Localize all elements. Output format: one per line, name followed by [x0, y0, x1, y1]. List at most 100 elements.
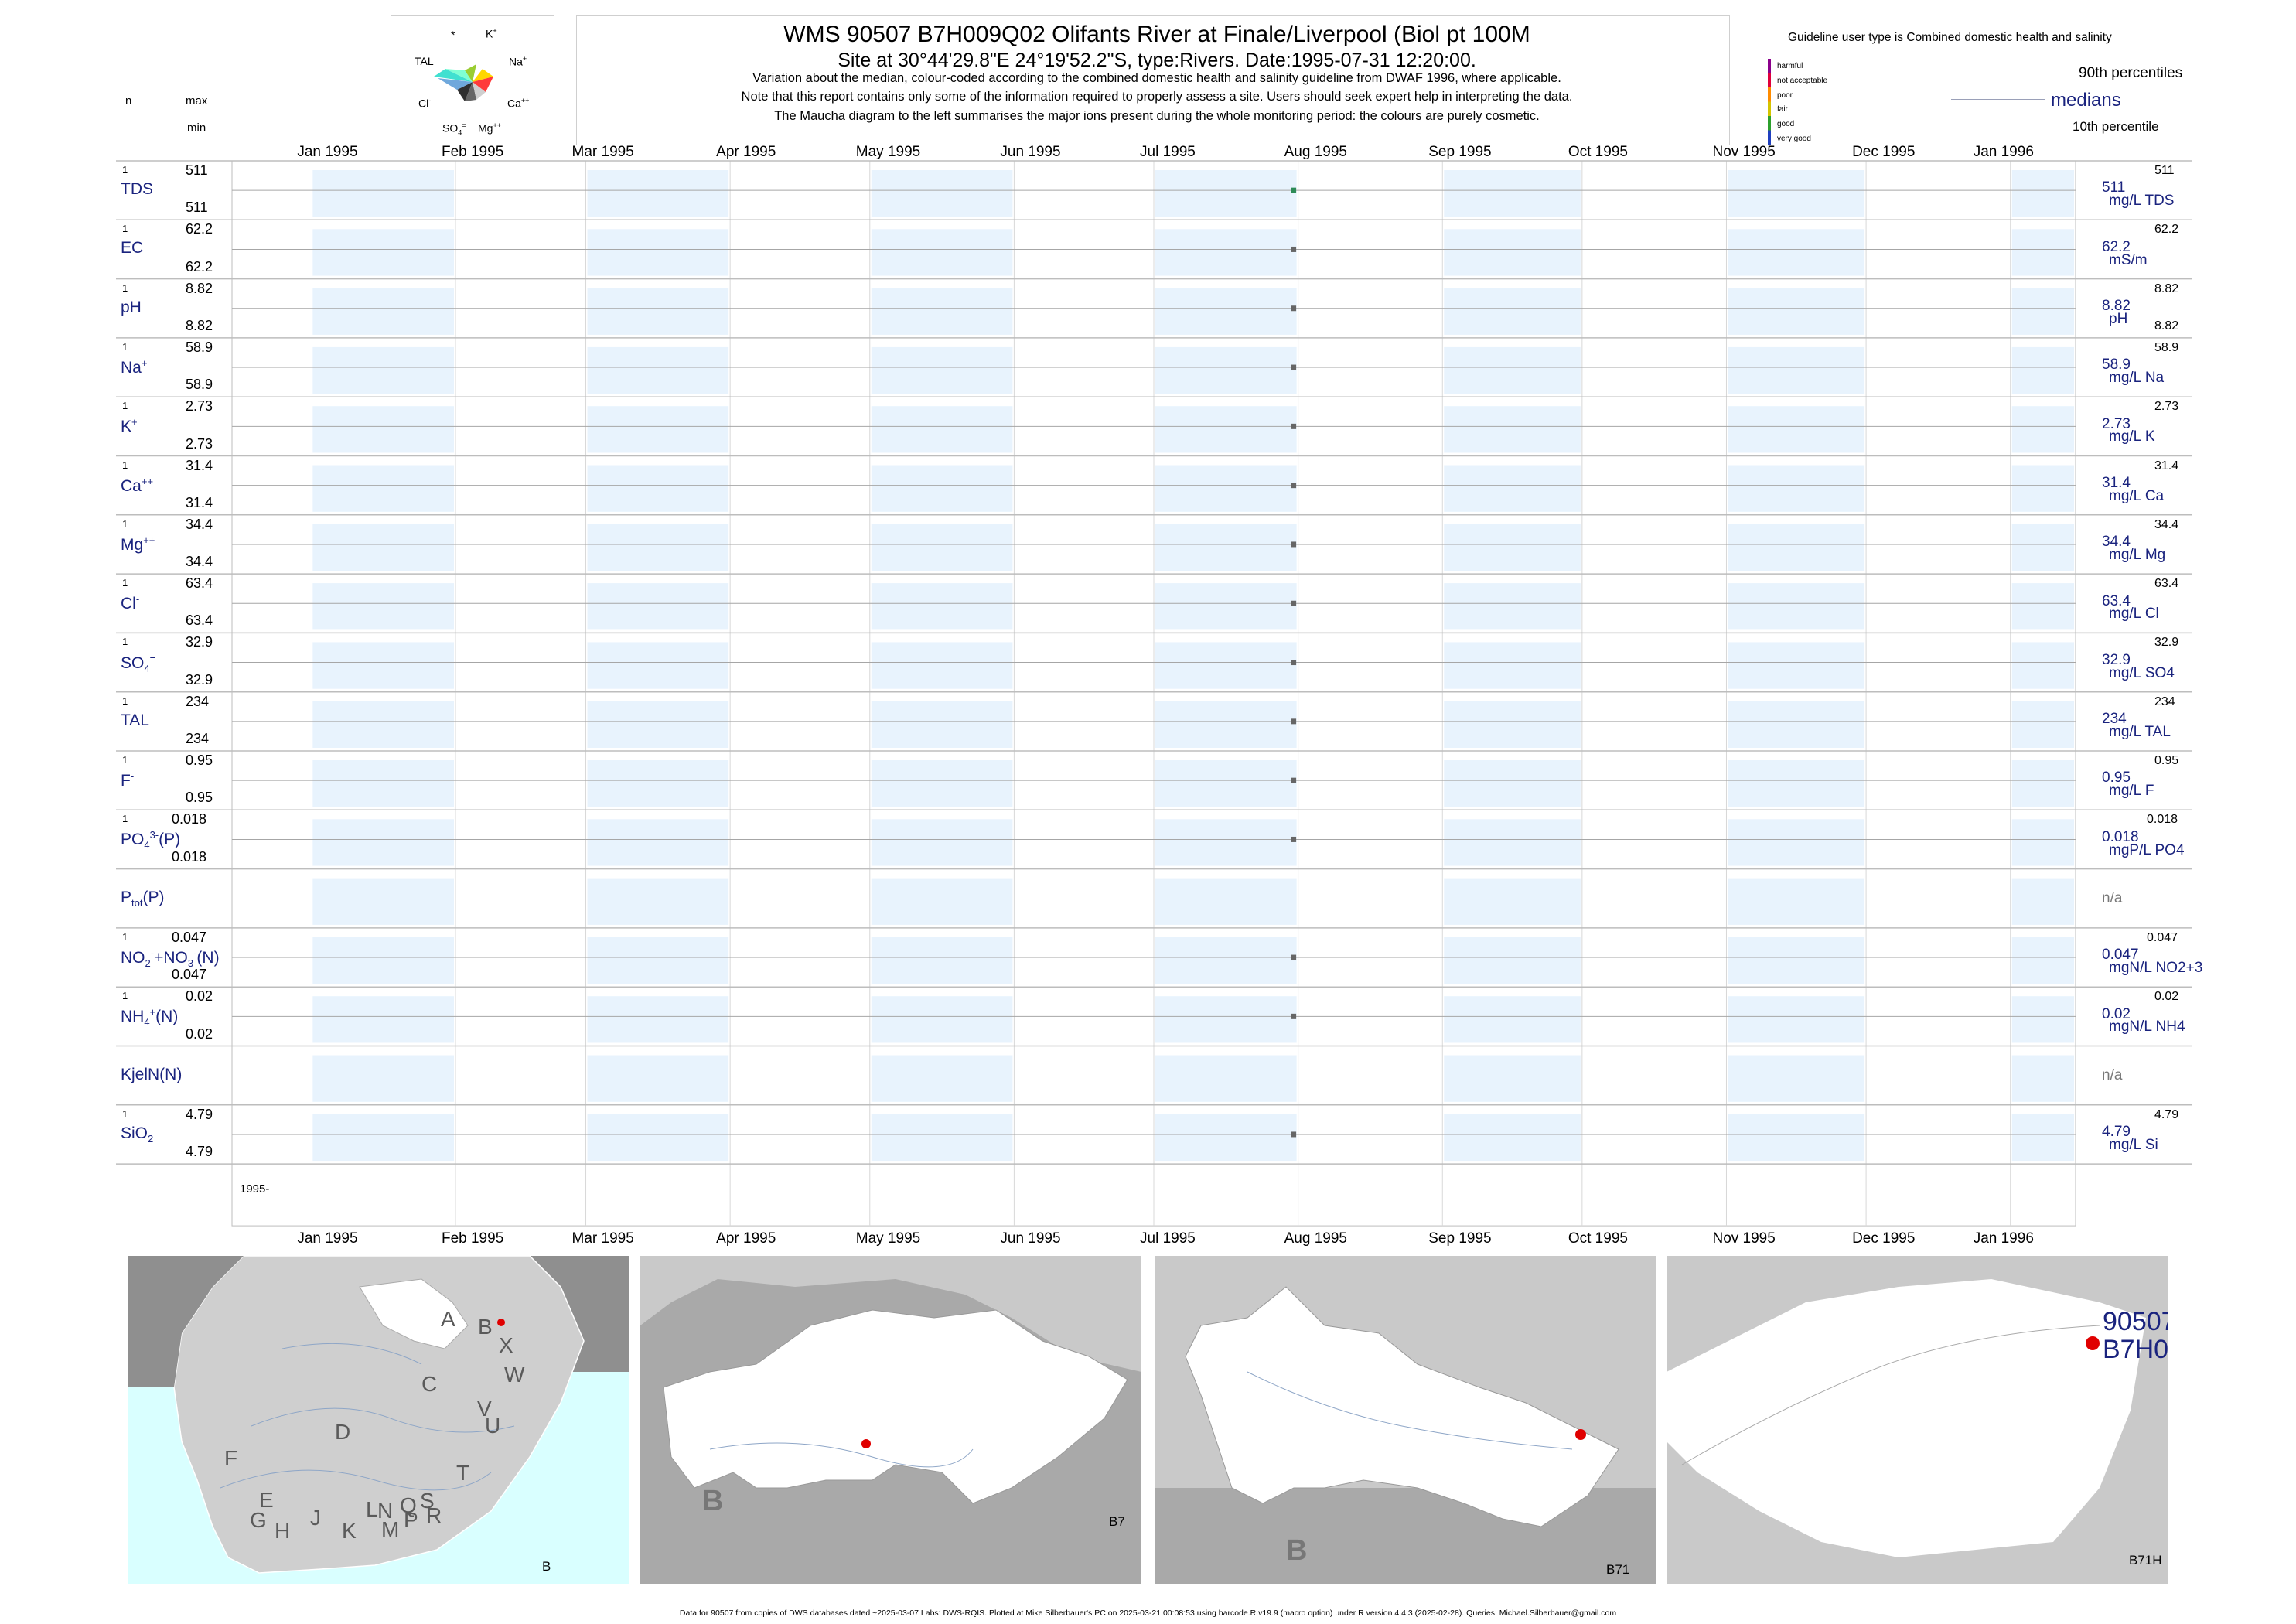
param-name: EC: [121, 239, 144, 258]
param-name: NH: [121, 1008, 145, 1026]
param-name: Na: [121, 359, 142, 377]
n-value-11: 1: [122, 813, 128, 825]
legend-class-label: very good: [1777, 135, 1811, 143]
map-b71h: 90507 B7H0 B71H: [1667, 1256, 2168, 1584]
n-value-10: 1: [122, 754, 128, 766]
month-shade: [312, 642, 454, 689]
month-shade: [1444, 288, 1581, 335]
maucha-ca-sup: ++: [520, 97, 530, 104]
month-shade: [1155, 1114, 1297, 1162]
data-point-13: [1291, 954, 1297, 960]
map-region-letter: X: [499, 1333, 513, 1357]
median-value-4: 2.73: [2102, 415, 2131, 432]
month-shade: [1444, 878, 1581, 925]
param-sub: 3: [187, 957, 194, 970]
maucha-star: *: [451, 29, 455, 41]
map-region-letter: F: [224, 1446, 238, 1470]
median-value-2: 8.82: [2102, 298, 2131, 315]
param-name: Ca: [121, 476, 142, 495]
month-shade: [1155, 819, 1297, 866]
max-value-2: 8.82: [186, 280, 213, 296]
note-line-3: The Maucha diagram to the left summarise…: [774, 109, 1540, 123]
month-shade: [2011, 583, 2074, 630]
month-shade: [1444, 346, 1581, 394]
legend-p90: 90th percentiles: [2079, 65, 2183, 81]
n-value-6: 1: [122, 517, 128, 530]
p90-value-7: 63.4: [2154, 577, 2179, 591]
map-b71-site-marker: [1575, 1429, 1586, 1440]
min-value-13: 0.047: [172, 967, 207, 983]
map-region-letter: L: [366, 1497, 378, 1521]
p90-value-1: 62.2: [2154, 223, 2179, 237]
map-region-letter: W: [504, 1363, 525, 1387]
month-label-top: May 1995: [855, 144, 921, 160]
map-region-letter: S: [420, 1489, 435, 1513]
month-shade: [2011, 288, 2074, 335]
month-label-top: Dec 1995: [1852, 144, 1916, 160]
data-point-2: [1291, 305, 1297, 312]
map-region-letter: B: [478, 1315, 493, 1339]
map-region-letter: G: [250, 1508, 267, 1532]
month-shade: [587, 996, 729, 1043]
min-value-7: 63.4: [186, 612, 213, 629]
month-shade: [1155, 760, 1297, 807]
month-label-bottom: Aug 1995: [1284, 1230, 1347, 1247]
n-value-8: 1: [122, 636, 128, 648]
min-value-14: 0.02: [186, 1025, 213, 1042]
month-shade: [2011, 406, 2074, 453]
p90-value-4: 2.73: [2154, 400, 2179, 414]
month-shade: [312, 1114, 454, 1162]
month-shade: [1728, 1055, 1865, 1102]
maucha-tal: TAL: [415, 55, 434, 67]
footer-credits: Data for 90507 from copies of DWS databa…: [679, 1609, 1617, 1618]
map-b71h-site-label-1: 90507: [2103, 1307, 2168, 1336]
month-shade: [871, 288, 1013, 335]
param-label-3: Na+: [121, 357, 147, 377]
month-label-top: Sep 1995: [1428, 144, 1492, 160]
maucha-k-text: K: [486, 27, 493, 40]
maucha-so4-text: SO: [442, 121, 459, 135]
month-label-bottom: Mar 1995: [571, 1230, 634, 1247]
month-shade: [871, 878, 1013, 925]
maucha-k-sup: +: [493, 27, 497, 35]
map-b7-svg: [640, 1256, 1141, 1504]
month-shade: [871, 1114, 1013, 1162]
map-b71-big-letter: B: [1286, 1534, 1308, 1567]
month-shade: [1728, 465, 1865, 512]
month-label-top: Feb 1995: [441, 144, 504, 160]
map-region-letter: J: [310, 1506, 321, 1530]
median-value-15: n/a: [2102, 1066, 2123, 1083]
month-shade: [587, 1114, 729, 1162]
param-label-16: SiO2: [121, 1124, 153, 1145]
month-shade: [2011, 1114, 2074, 1162]
month-shade: [1728, 760, 1865, 807]
month-shade: [871, 465, 1013, 512]
min-value-8: 32.9: [186, 671, 213, 687]
max-value-1: 62.2: [186, 221, 213, 237]
median-value-8: 32.9: [2102, 651, 2131, 668]
param-sup: +: [141, 357, 148, 370]
unit-label-8: mg/L SO4: [2109, 664, 2175, 681]
maucha-cl-text: Cl: [418, 97, 429, 110]
map-b7: B B7: [640, 1256, 1141, 1584]
month-shade: [587, 406, 729, 453]
month-shade: [1728, 1114, 1865, 1162]
map-region-letter: V: [477, 1397, 492, 1421]
p90-value-5: 31.4: [2154, 459, 2179, 473]
map-region-letter: Q: [400, 1493, 417, 1517]
p90-value-10: 0.95: [2154, 754, 2179, 767]
month-label-bottom: Dec 1995: [1852, 1230, 1916, 1247]
unit-label-9: mg/L TAL: [2109, 723, 2171, 740]
month-shade: [587, 819, 729, 866]
n-value-0: 1: [122, 164, 128, 176]
median-value-1: 62.2: [2102, 238, 2131, 255]
n-value-1: 1: [122, 223, 128, 235]
month-shade: [587, 229, 729, 276]
month-shade: [1155, 583, 1297, 630]
month-shade: [1728, 229, 1865, 276]
month-shade: [1444, 1055, 1581, 1102]
map-region-letter: A: [441, 1307, 455, 1331]
month-shade: [312, 524, 454, 571]
month-shade: [2011, 996, 2074, 1043]
